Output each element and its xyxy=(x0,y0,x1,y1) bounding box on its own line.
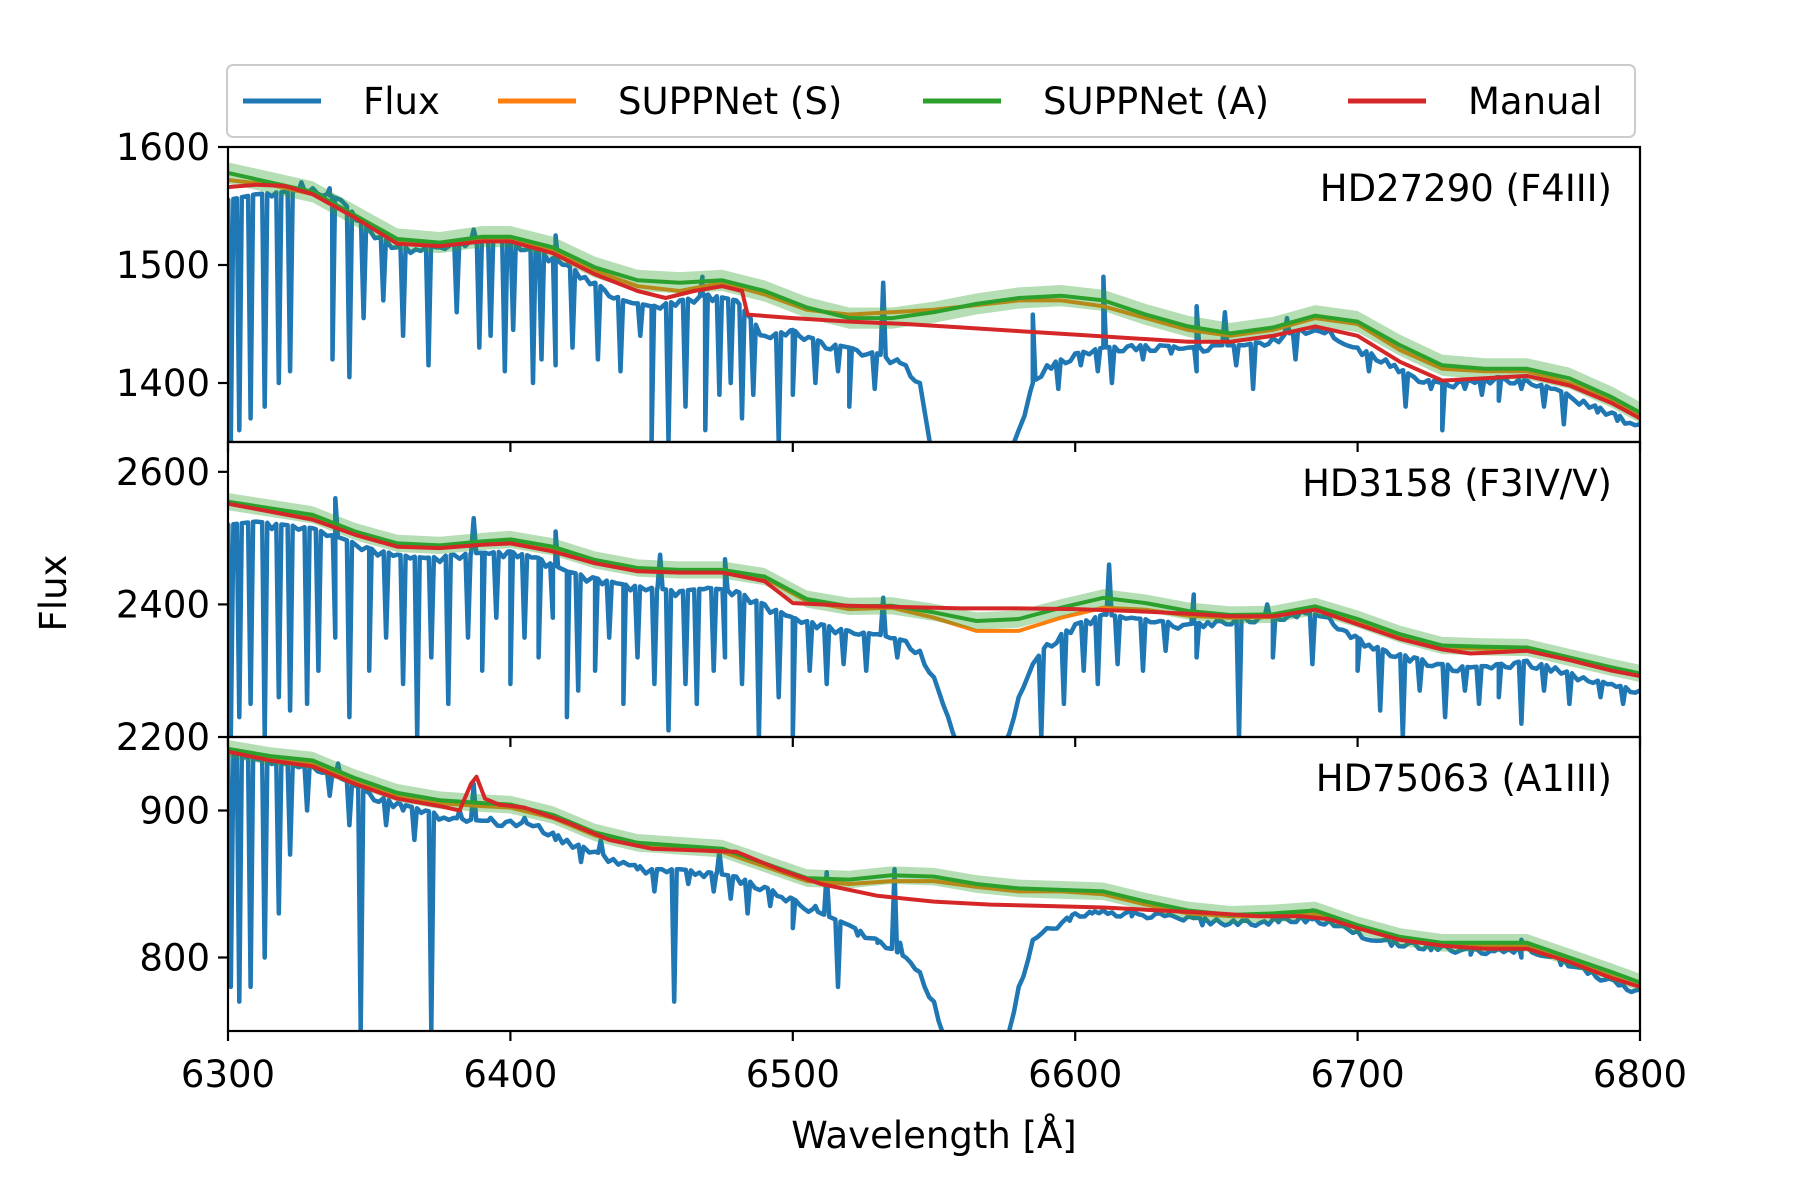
manual-line xyxy=(228,749,1640,989)
x-axis: 6300 6400 6500 6600 6700 6800 xyxy=(181,1053,1687,1096)
x-tick-label: 6300 xyxy=(181,1053,275,1096)
y-tick-label: 2400 xyxy=(116,583,210,626)
legend-label-suppnet-s: SUPPNet (S) xyxy=(618,80,842,123)
y-tick-label: 800 xyxy=(139,937,210,980)
legend: Flux SUPPNet (S) SUPPNet (A) Manual xyxy=(226,64,1636,138)
legend-label-manual: Manual xyxy=(1468,80,1602,123)
y-tick-label: 2200 xyxy=(116,716,210,759)
x-tick-label: 6700 xyxy=(1311,1053,1405,1096)
panel-2: 2200 2400 2600 HD3158 (F3IV/V) xyxy=(116,440,1642,759)
suppnet-a-line xyxy=(228,499,1640,676)
panel-label: HD75063 (A1III) xyxy=(1316,757,1612,800)
panel-3: 800 900 HD75063 (A1III) xyxy=(139,735,1642,1041)
suppnet-a-line xyxy=(228,746,1640,985)
plot-area xyxy=(228,739,1640,1031)
manual-line xyxy=(228,501,1640,678)
chart-panels: 1400 1500 1600 HD27290 (F4III) 2200 2400 2600 H… xyxy=(116,126,1687,1096)
flux-line xyxy=(228,752,1640,1031)
x-tick-label: 6500 xyxy=(746,1053,840,1096)
suppnet-a-uncertainty-band xyxy=(228,493,1640,682)
y-tick-label: 1600 xyxy=(116,126,210,169)
suppnet-a-line xyxy=(228,171,1640,415)
panel-frame xyxy=(226,735,1642,1033)
y-tick-label: 2600 xyxy=(116,451,210,494)
y-tick-label: 1400 xyxy=(116,362,210,405)
panel-label: HD27290 (F4III) xyxy=(1320,167,1612,210)
y-tick-label: 1500 xyxy=(116,244,210,287)
y-axis-title: Flux xyxy=(32,555,75,632)
x-axis-title: Wavelength [Å] xyxy=(791,1113,1076,1157)
x-tick-label: 6400 xyxy=(463,1053,557,1096)
x-tick-label: 6800 xyxy=(1593,1053,1687,1096)
plot-area xyxy=(228,162,1640,442)
manual-line xyxy=(228,182,1640,421)
y-tick-label: 900 xyxy=(139,790,210,833)
legend-label-flux: Flux xyxy=(363,80,440,123)
legend-label-suppnet-a: SUPPNet (A) xyxy=(1043,80,1269,123)
x-tick-label: 6600 xyxy=(1028,1053,1122,1096)
plot-area xyxy=(228,493,1640,737)
panel-label: HD3158 (F3IV/V) xyxy=(1302,462,1612,505)
flux-line xyxy=(228,496,1640,737)
